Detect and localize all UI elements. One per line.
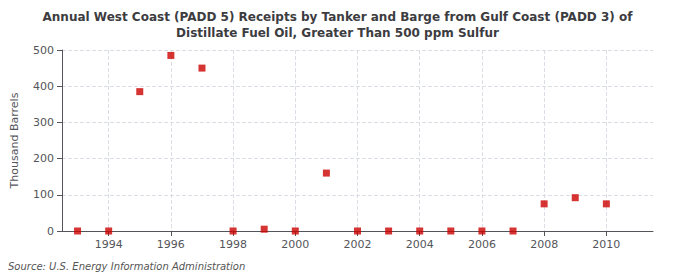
svg-text:200: 200	[33, 152, 54, 165]
svg-text:Annual West Coast (PADD 5) Rec: Annual West Coast (PADD 5) Receipts by T…	[43, 10, 634, 24]
svg-text:0: 0	[47, 225, 54, 238]
svg-text:1998: 1998	[219, 238, 247, 251]
svg-text:2008: 2008	[530, 238, 558, 251]
svg-text:Source: U.S. Energy Informatio: Source: U.S. Energy Information Administ…	[8, 261, 245, 272]
svg-text:100: 100	[33, 188, 54, 201]
svg-text:500: 500	[33, 44, 54, 57]
svg-text:400: 400	[33, 80, 54, 93]
svg-text:Distillate Fuel Oil, Greater T: Distillate Fuel Oil, Greater Than 500 pp…	[176, 26, 499, 40]
svg-text:2006: 2006	[468, 238, 496, 251]
svg-text:2000: 2000	[281, 238, 309, 251]
svg-text:2010: 2010	[592, 238, 620, 251]
svg-text:2002: 2002	[344, 238, 372, 251]
svg-text:1996: 1996	[157, 238, 185, 251]
svg-text:2004: 2004	[406, 238, 434, 251]
svg-text:300: 300	[33, 116, 54, 129]
svg-text:1994: 1994	[95, 238, 123, 251]
svg-text:Thousand Barrels: Thousand Barrels	[8, 92, 21, 189]
